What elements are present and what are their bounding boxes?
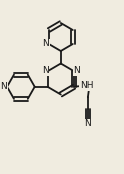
- Text: N: N: [43, 39, 49, 48]
- Text: N: N: [0, 82, 7, 91]
- Text: NH: NH: [80, 81, 93, 90]
- Text: N: N: [84, 119, 91, 128]
- Text: N: N: [73, 66, 80, 75]
- Text: N: N: [42, 66, 48, 75]
